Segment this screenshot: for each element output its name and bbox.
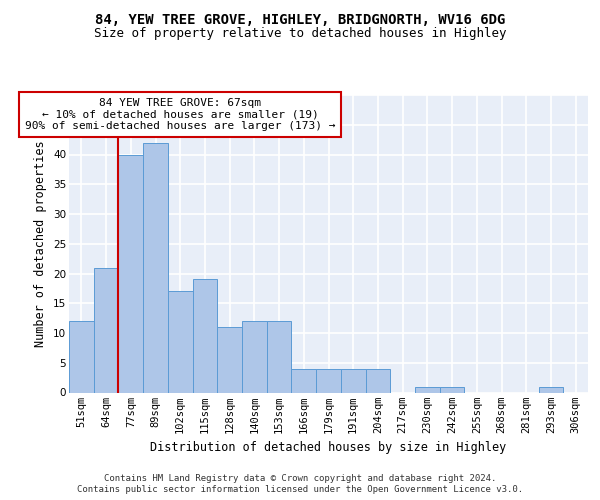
Bar [242,321,267,392]
Bar [539,386,563,392]
Bar [316,368,341,392]
Bar [143,142,168,392]
Text: 84 YEW TREE GROVE: 67sqm
← 10% of detached houses are smaller (19)
90% of semi-d: 84 YEW TREE GROVE: 67sqm ← 10% of detach… [25,98,335,131]
Bar [341,368,365,392]
Bar [118,154,143,392]
Bar [365,368,390,392]
Bar [292,368,316,392]
Bar [193,280,217,392]
Bar [217,327,242,392]
X-axis label: Distribution of detached houses by size in Highley: Distribution of detached houses by size … [151,441,506,454]
Bar [168,292,193,392]
Bar [440,386,464,392]
Text: 84, YEW TREE GROVE, HIGHLEY, BRIDGNORTH, WV16 6DG: 84, YEW TREE GROVE, HIGHLEY, BRIDGNORTH,… [95,12,505,26]
Bar [69,321,94,392]
Text: Size of property relative to detached houses in Highley: Size of property relative to detached ho… [94,28,506,40]
Bar [94,268,118,392]
Bar [415,386,440,392]
Y-axis label: Number of detached properties: Number of detached properties [34,140,47,347]
Text: Contains HM Land Registry data © Crown copyright and database right 2024.
Contai: Contains HM Land Registry data © Crown c… [77,474,523,494]
Bar [267,321,292,392]
